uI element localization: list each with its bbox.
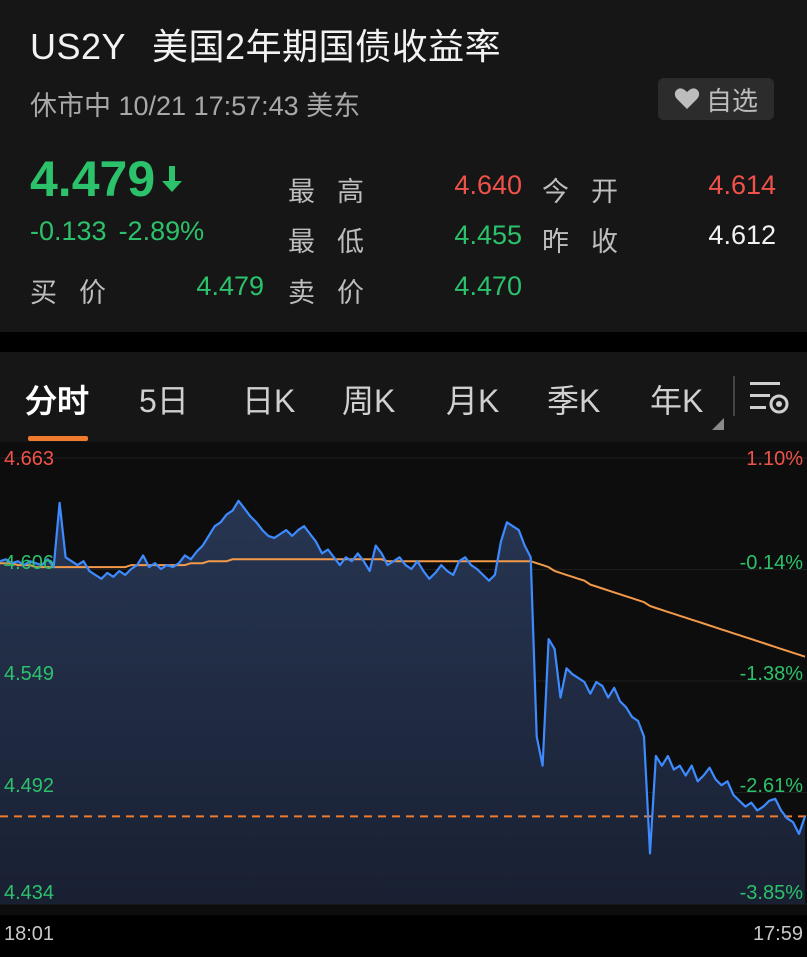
add-favorite-button[interactable]: 自选 [658,78,774,120]
chart-time-axis: 18:01 17:59 [0,915,807,957]
price-value: 4.479 [30,151,156,207]
high-value: 4.640 [454,170,522,200]
y-axis-label-left: 4.492 [4,774,55,797]
prev-close-value: 4.612 [708,220,776,250]
arrow-down-icon [162,166,183,192]
y-axis-label-right: -3.85% [739,882,803,904]
price-line [0,499,807,855]
favorite-label: 自选 [705,85,758,116]
change-value: -0.133 [30,216,107,246]
active-tab-indicator [28,436,88,441]
y-axis-label-left: 4.549 [4,663,55,685]
market-status: 休市中 10/21 17:57:43 美东 [30,91,361,121]
current-price: 4.479 [30,150,185,208]
intraday-chart[interactable]: 4.663 1.10% 4.606 -0.14% 4.549 -1.38% 4.492 -2.… [0,442,807,915]
time-start: 18:01 [4,923,55,945]
prev-close-label: 昨收 [542,227,640,257]
tab-intraday[interactable]: 分时 [25,383,90,419]
chart-settings-icon[interactable] [748,378,790,418]
low-value: 4.455 [454,220,522,250]
more-periods-indicator[interactable] [712,418,724,430]
high-label: 最高 [288,177,386,207]
heart-icon [674,88,700,109]
change-percent: -2.89% [118,216,205,246]
chart-period-tabs: 分时 5日 日K 周K 月K 季K 年K [0,352,807,442]
tab-quarterly-k[interactable]: 季K [547,383,601,419]
open-value: 4.614 [708,170,776,200]
time-end: 17:59 [752,923,803,945]
price-area [0,500,805,904]
bid-value: 4.479 [196,271,264,301]
y-axis-label-left: 4.663 [4,448,55,470]
y-axis-label-right: -0.14% [739,551,803,574]
y-axis-label-left: 4.606 [4,551,55,574]
bid-label: 买价 [30,278,128,308]
tab-monthly-k[interactable]: 月K [446,383,500,419]
instrument-title: US2Y 美国2年期国债收益率 [30,18,501,70]
symbol: US2Y [30,26,127,67]
tab-daily-k[interactable]: 日K [242,383,296,419]
instrument-name: 美国2年期国债收益率 [152,26,502,67]
ask-label: 卖价 [288,278,386,308]
tab-divider [733,376,735,416]
price-change: -0.133 -2.89% [30,216,204,247]
ask-value: 4.470 [454,271,522,301]
quote-header: US2Y 美国2年期国债收益率 休市中 10/21 17:57:43 美东 自选 … [0,0,807,332]
y-axis-label-left: 4.434 [4,882,55,904]
price-chart-svg [0,457,807,905]
y-axis-label-right: 1.10% [746,448,803,470]
y-axis-label-right: -1.38% [739,663,803,685]
tab-yearly-k[interactable]: 年K [650,383,704,419]
tab-weekly-k[interactable]: 周K [342,383,396,419]
low-label: 最低 [288,227,386,257]
open-label: 今开 [542,177,640,207]
y-axis-label-right: -2.61% [739,774,803,797]
tab-5day[interactable]: 5日 [139,383,189,419]
